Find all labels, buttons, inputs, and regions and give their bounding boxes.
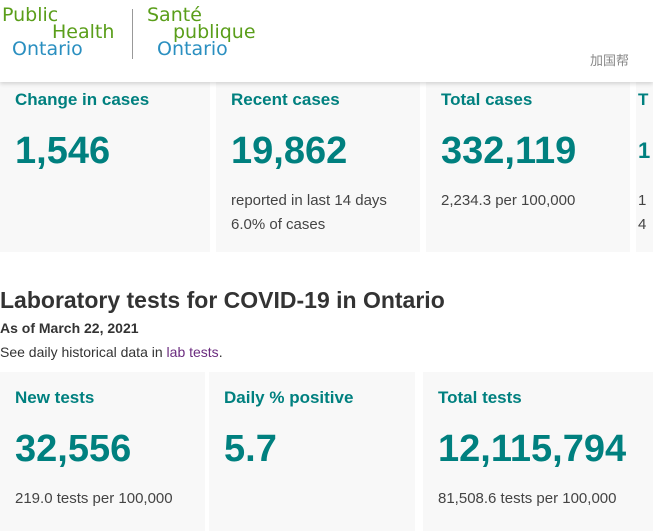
card-label: Total tests bbox=[438, 388, 522, 407]
case-card-change: Change in cases 1,546 bbox=[0, 82, 210, 252]
test-card-new: New tests 32,556 219.0 tests per 100,000 bbox=[0, 372, 205, 531]
lab-tests-link[interactable]: lab tests bbox=[166, 344, 219, 360]
watermark: 加国帮 bbox=[590, 53, 630, 68]
card-value: 1,546 bbox=[15, 130, 111, 172]
card-sub: 219.0 tests per 100,000 bbox=[15, 490, 173, 507]
logo-divider bbox=[132, 9, 133, 59]
section-title: Laboratory tests for COVID-19 in Ontario bbox=[0, 287, 445, 313]
card-label: Recent cases bbox=[231, 90, 340, 109]
test-card-total: Total tests 12,115,794 81,508.6 tests pe… bbox=[423, 372, 653, 531]
public-health-ontario-logo[interactable]: Public Health Ontario bbox=[2, 4, 115, 60]
logo-text: publique bbox=[173, 21, 256, 43]
test-card-positive: Daily % positive 5.7 bbox=[209, 372, 415, 531]
logo-text: Public bbox=[2, 4, 59, 26]
site-header: Public Health Ontario Santé publique Ont… bbox=[0, 0, 653, 82]
logo-text: Santé bbox=[147, 4, 202, 26]
logo-text: Ontario bbox=[12, 38, 83, 60]
card-value: 32,556 bbox=[15, 428, 132, 470]
card-label: New tests bbox=[15, 388, 95, 407]
sante-publique-ontario-logo[interactable]: Santé publique Ontario bbox=[147, 4, 256, 60]
card-value: 332,119 bbox=[441, 130, 577, 172]
card-sub: 2,234.3 per 100,000 bbox=[441, 192, 576, 209]
card-sub: reported in last 14 days 6.0% of cases bbox=[231, 192, 387, 233]
card-sub: 81,508.6 tests per 100,000 bbox=[438, 490, 617, 507]
card-label: Daily % positive bbox=[224, 388, 354, 407]
logo-text: Ontario bbox=[157, 38, 228, 60]
as-of-date: As of March 22, 2021 bbox=[0, 320, 139, 336]
card-value: 1 bbox=[638, 138, 651, 163]
card-value: 19,862 bbox=[231, 130, 348, 172]
card-value: 5.7 bbox=[224, 428, 277, 470]
logo-text: Health bbox=[52, 21, 115, 43]
card-label: T bbox=[638, 90, 649, 109]
case-card-recent: Recent cases 19,862 reported in last 14 … bbox=[216, 82, 420, 252]
card-label: Total cases bbox=[441, 90, 533, 109]
card-label: Change in cases bbox=[15, 90, 150, 109]
historical-data-note: See daily historical data in lab tests. bbox=[0, 344, 223, 360]
card-value: 12,115,794 bbox=[438, 428, 627, 470]
case-card-total: Total cases 332,119 2,234.3 per 100,000 bbox=[426, 82, 630, 252]
